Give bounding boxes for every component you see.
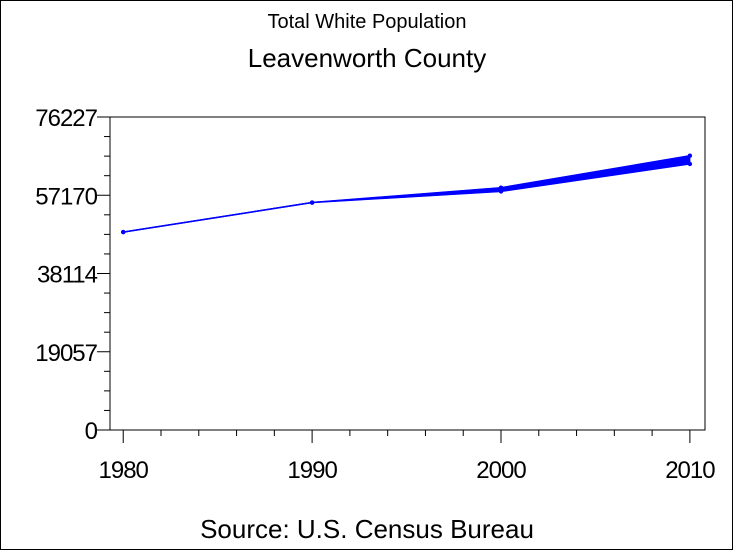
y-tick-label: 38114 — [37, 262, 98, 289]
x-tick-label: 1990 — [287, 457, 337, 484]
plot-area — [109, 116, 706, 431]
y-tick-label: 0 — [85, 418, 98, 445]
y-tick-label: 57170 — [35, 183, 97, 210]
data-point — [309, 200, 315, 205]
data-point — [498, 189, 504, 194]
series-spread-band — [123, 155, 691, 233]
x-tick-label: 2010 — [665, 457, 715, 484]
x-tick-label: 1980 — [99, 457, 149, 484]
series-layer — [121, 153, 693, 235]
chart-title: Total White Population — [267, 11, 466, 33]
chart-subtitle: Leavenworth County — [248, 43, 486, 73]
data-point — [121, 229, 126, 235]
x-axis: 1980 1990 2000 2010 — [99, 430, 716, 484]
series-line — [123, 154, 691, 233]
data-point — [687, 161, 693, 167]
y-tick-label: 19057 — [35, 340, 97, 367]
data-point — [687, 153, 693, 158]
y-axis: 0 19057 38114 57170 76227 — [35, 105, 110, 445]
source-note: Source: U.S. Census Bureau — [200, 514, 534, 544]
y-tick-label: 76227 — [35, 105, 97, 132]
x-tick-label: 2000 — [476, 457, 526, 484]
data-point — [498, 185, 504, 190]
